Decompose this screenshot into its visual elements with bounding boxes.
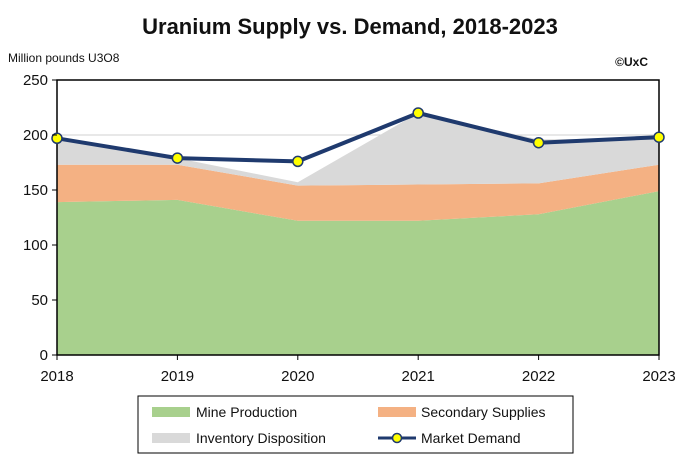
legend-box <box>137 395 574 454</box>
x-tick-label: 2022 <box>522 368 555 385</box>
demand-point-2023 <box>653 131 665 143</box>
stacked-areas <box>57 113 659 355</box>
y-tick-label: 50 <box>31 292 48 309</box>
demand-point-2020 <box>292 155 304 168</box>
x-tick-label: 2019 <box>161 368 194 385</box>
legend-label-inventory-disposition: Inventory Disposition <box>196 430 326 446</box>
axes: 0 50 100 150 200 250 2018 2019 2020 2021 2022 2023 <box>23 72 676 385</box>
area-secondary-supplies <box>57 164 659 221</box>
legend: Mine Production Secondary Supplies Inven… <box>137 395 574 454</box>
legend-label-mine-production: Mine Production <box>196 404 297 420</box>
legend-marker-market-demand <box>391 432 403 444</box>
demand-line <box>56 111 660 164</box>
x-tick-label: 2023 <box>642 368 675 385</box>
x-tick-label: 2018 <box>40 368 73 385</box>
y-tick-label: 100 <box>23 237 48 254</box>
y-tick-label: 150 <box>23 182 48 199</box>
x-tick-label: 2020 <box>281 368 314 385</box>
area-mine-production <box>57 191 659 355</box>
legend-label-market-demand: Market Demand <box>421 430 521 446</box>
copyright-label: ©UxC <box>615 55 648 69</box>
y-tick-label: 0 <box>40 347 48 364</box>
chart-title: Uranium Supply vs. Demand, 2018-2023 <box>142 14 558 39</box>
market-demand-line <box>51 107 665 168</box>
demand-point-2018 <box>51 132 63 145</box>
demand-point-2019 <box>171 152 184 164</box>
demand-point-2022 <box>532 136 545 149</box>
legend-label-secondary-supplies: Secondary Supplies <box>421 404 546 420</box>
legend-swatch-mine-production <box>152 407 190 417</box>
demand-point-2021 <box>412 107 424 119</box>
area-inventory-disposition <box>57 113 659 186</box>
legend-swatch-secondary-supplies <box>378 407 416 417</box>
x-tick-label: 2021 <box>402 368 435 385</box>
y-tick-label: 250 <box>23 72 48 89</box>
y-tick-label: 200 <box>23 127 48 144</box>
legend-swatch-inventory-disposition <box>152 433 190 443</box>
plot-border <box>56 79 660 356</box>
unit-label: Million pounds U3O8 <box>8 51 120 65</box>
